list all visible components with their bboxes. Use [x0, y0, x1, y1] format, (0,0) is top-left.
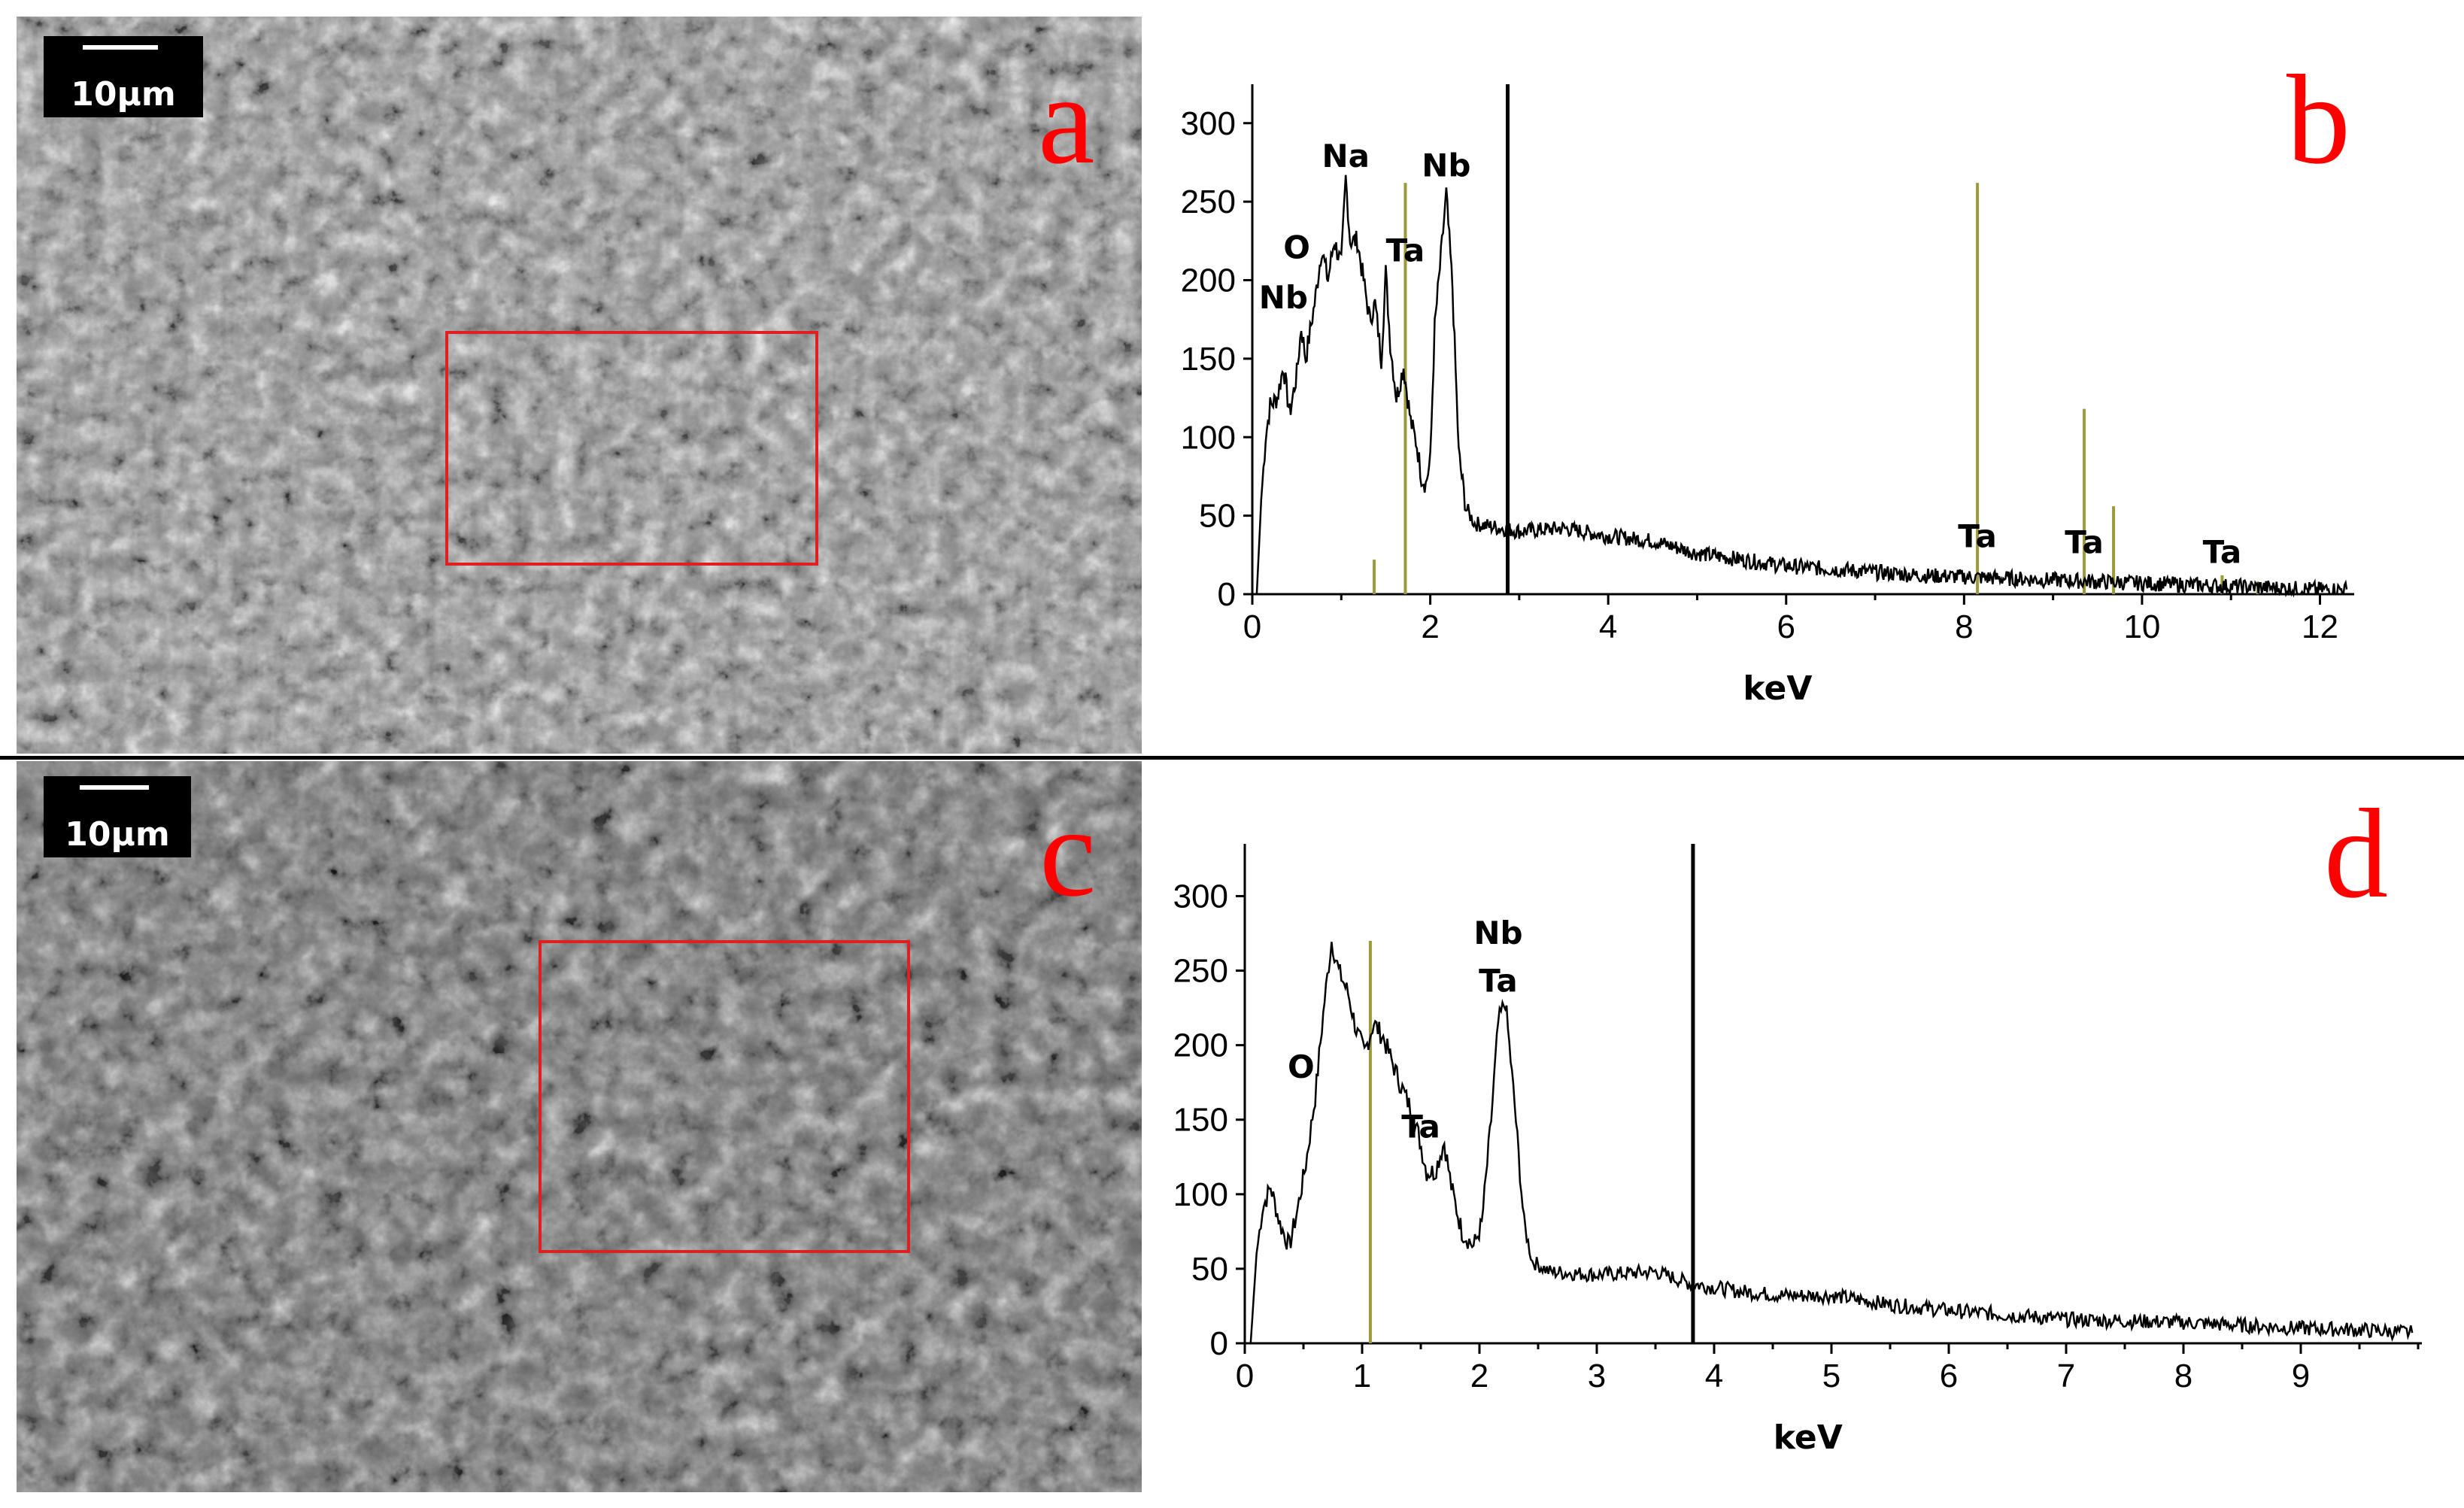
panel-letter-b: b [2286, 49, 2350, 190]
scale-bar-a: 10µm [44, 36, 203, 117]
y-tick-label: 150 [1181, 341, 1236, 378]
element-label: Nb [1473, 915, 1522, 951]
y-tick-label: 0 [1218, 576, 1236, 613]
y-tick-label: 200 [1181, 262, 1236, 299]
x-tick-label: 10 [2123, 608, 2160, 645]
x-tick-label: 4 [1705, 1358, 1723, 1394]
x-tick-label: 8 [1955, 608, 1973, 645]
element-label: Nb [1259, 279, 1308, 316]
sem-image-a: 10µm a [17, 17, 1142, 754]
scale-bar-line [80, 785, 149, 790]
x-tick-label: 7 [2057, 1358, 2075, 1394]
element-label: Ta [1958, 517, 1997, 554]
x-tick-label: 12 [2302, 608, 2338, 645]
element-label: Nb [1422, 147, 1470, 184]
y-tick-label: 200 [1173, 1027, 1228, 1064]
eds-spectrum-d: 0 50 100 150 200 250 300 0 1 2 3 4 5 6 7 8 9 keV Nb Ta O Ta [1173, 844, 2422, 1457]
x-tick-label: 1 [1353, 1358, 1371, 1394]
element-label: Ta [2203, 533, 2242, 570]
x-tick-label: 0 [1243, 608, 1261, 645]
y-tick-label: 50 [1199, 498, 1236, 535]
scale-bar-label: 10µm [71, 75, 176, 114]
sem-texture-a [17, 17, 1142, 754]
x-tick-label: 2 [1470, 1358, 1488, 1394]
panel-letter-c: c [1039, 781, 1097, 923]
x-tick-label: 3 [1588, 1358, 1606, 1394]
y-tick-label: 300 [1181, 105, 1236, 142]
x-tick-label: 6 [1777, 608, 1795, 645]
scale-bar-c: 10µm [44, 776, 191, 857]
x-tick-label: 2 [1421, 608, 1439, 645]
x-tick-label: 4 [1599, 608, 1617, 645]
x-tick-label: 9 [2292, 1358, 2310, 1394]
scale-bar-line [83, 45, 158, 50]
eds-spectrum-b: 0 50 100 150 200 250 300 0 2 4 6 8 10 12 keV Nb O Na Ta Nb T… [1181, 84, 2354, 708]
y-tick-label: 250 [1181, 184, 1236, 220]
element-label: O [1288, 1048, 1315, 1085]
x-tick-label: 8 [2174, 1358, 2192, 1394]
spectrum-line [1255, 174, 2348, 598]
element-label: O [1283, 229, 1310, 265]
x-tick-label: 6 [1940, 1358, 1958, 1394]
panel-divider [0, 756, 2464, 760]
x-tick-label: 0 [1236, 1358, 1254, 1394]
y-tick-label: 100 [1181, 419, 1236, 456]
spectrum-line [1249, 942, 2414, 1344]
element-label: Ta [1479, 962, 1518, 999]
element-label: Ta [2065, 524, 2104, 561]
y-tick-label: 0 [1210, 1325, 1228, 1362]
scale-bar-label: 10µm [65, 815, 170, 854]
x-axis-label: keV [1743, 669, 1812, 708]
y-tick-label: 300 [1173, 878, 1228, 915]
panel-letter-d: d [2324, 783, 2388, 924]
sem-image-c: 10µm c [17, 761, 1142, 1492]
roi-box-c [539, 940, 910, 1253]
sem-texture-c [17, 761, 1142, 1492]
y-tick-label: 50 [1191, 1251, 1228, 1288]
element-label: Ta [1401, 1109, 1440, 1145]
element-label: Ta [1386, 232, 1425, 269]
y-tick-label: 250 [1173, 953, 1228, 990]
roi-box-a [445, 331, 818, 566]
x-tick-label: 5 [1822, 1358, 1840, 1394]
x-axis-label: keV [1774, 1418, 1843, 1457]
y-tick-label: 150 [1173, 1102, 1228, 1139]
y-tick-label: 100 [1173, 1176, 1228, 1213]
panel-letter-a: a [1038, 49, 1095, 190]
element-label: Na [1322, 138, 1370, 174]
